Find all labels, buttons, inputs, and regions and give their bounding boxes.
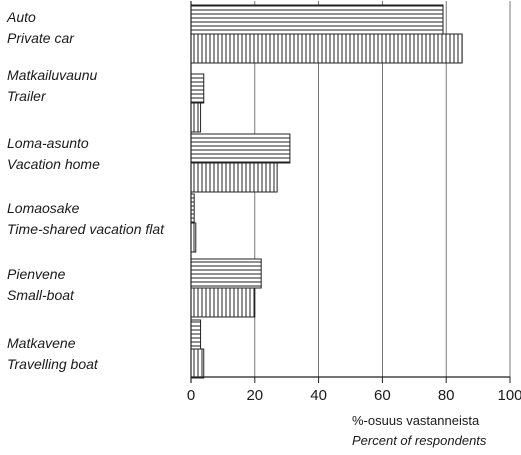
category-label: Loma-asunto Vacation home — [7, 133, 187, 175]
bar — [190, 162, 278, 193]
bar — [190, 102, 202, 133]
axes: 0 20 40 60 80 100 — [187, 1, 521, 404]
category-label: Matkavene Travelling boat — [7, 333, 187, 375]
category-label-fi: Auto — [7, 9, 36, 25]
category-label-en: Travelling boat — [7, 356, 98, 372]
bar — [190, 319, 202, 350]
bar — [190, 4, 444, 35]
category-label: Matkailuvaunu Trailer — [7, 65, 187, 107]
x-axis-label: %-osuus vastanneista Percent of responde… — [352, 411, 486, 451]
bar — [190, 258, 262, 289]
category-label: Auto Private car — [7, 7, 187, 49]
category-label: Lomaosake Time-shared vacation flat — [7, 198, 187, 240]
category-label-fi: Matkavene — [7, 335, 76, 351]
x-tick-label: 100 — [497, 387, 521, 404]
category-label-en: Vacation home — [7, 156, 100, 172]
category-label: Pienvene Small-boat — [7, 264, 187, 306]
bar — [190, 348, 205, 379]
category-label-fi: Lomaosake — [7, 200, 80, 216]
x-tick-label: 40 — [310, 387, 327, 404]
category-label-fi: Pienvene — [7, 266, 66, 282]
x-axis-label-fi: %-osuus vastanneista — [352, 413, 480, 428]
category-label-en: Trailer — [7, 88, 46, 104]
x-tick-label: 80 — [438, 387, 455, 404]
bar — [190, 287, 256, 318]
category-label-fi: Matkailuvaunu — [7, 67, 98, 83]
grid-lines — [254, 1, 511, 377]
x-tick-label: 60 — [374, 387, 391, 404]
bar — [190, 33, 463, 64]
x-tick-label: 20 — [246, 387, 263, 404]
category-label-en: Small-boat — [7, 287, 74, 303]
category-label-en: Private car — [7, 30, 74, 46]
category-label-fi: Loma-asunto — [7, 135, 89, 151]
category-label-en: Time-shared vacation flat — [7, 221, 165, 237]
bar — [190, 73, 205, 104]
x-axis-label-en: Percent of respondents — [352, 433, 487, 448]
bar — [190, 133, 291, 164]
bar — [190, 222, 197, 253]
x-tick-label: 0 — [187, 387, 195, 404]
bars — [190, 4, 463, 379]
